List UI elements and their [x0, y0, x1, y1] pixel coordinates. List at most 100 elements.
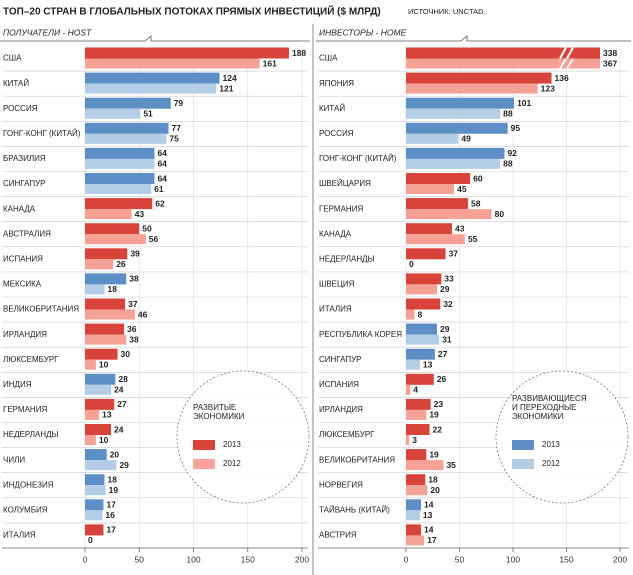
value-label: 45: [457, 184, 467, 194]
legend-title: И ПЕРЕХОДНЫЕ: [512, 403, 576, 412]
x-tick-label: 150: [241, 554, 255, 564]
bar: [85, 223, 140, 235]
value-label: 29: [440, 324, 450, 334]
bar: [85, 259, 114, 270]
value-label: 24: [114, 385, 124, 395]
value-label: 10: [99, 359, 109, 369]
bar: [406, 524, 421, 536]
bar: [85, 122, 169, 134]
bar: [406, 499, 421, 511]
bar: [406, 435, 410, 445]
bar: [406, 133, 459, 144]
bar: [85, 424, 112, 435]
x-tick-label: 50: [135, 554, 145, 564]
category-label: ВЕЛИКОБРИТАНИЯ: [3, 305, 79, 314]
value-label: 18: [108, 474, 118, 484]
value-label: 0: [409, 259, 414, 269]
bar: [85, 273, 127, 285]
value-label: 22: [433, 424, 443, 434]
category-label: КАНАДА: [3, 204, 36, 213]
value-label: 13: [102, 410, 112, 420]
category-label: США: [3, 54, 22, 63]
bar: [85, 359, 96, 370]
category-label: НОРВЕГИЯ: [319, 480, 363, 489]
value-label: 49: [461, 134, 471, 144]
x-tick-label: 100: [506, 554, 520, 564]
value-label: 64: [157, 148, 167, 158]
category-label: РЕСПУБЛИКА КОРЕЯ: [319, 330, 402, 339]
bar: [85, 373, 116, 385]
value-label: 19: [429, 449, 439, 459]
category-label: США: [319, 54, 338, 63]
bar: [85, 474, 105, 486]
value-label: 367: [603, 58, 617, 68]
legend-title: РАЗВИТЫЕ: [193, 403, 236, 412]
bar: [85, 334, 127, 345]
bar: [406, 424, 430, 435]
value-label: 3: [412, 435, 417, 445]
value-label: 18: [108, 284, 118, 294]
bar: [85, 173, 155, 184]
panel-title: ПОЛУЧАТЕЛИ - HOST: [3, 27, 92, 37]
value-label: 26: [116, 259, 126, 269]
value-label: 20: [110, 449, 120, 459]
legend-swatch: [512, 459, 534, 469]
legend-frame: [176, 370, 310, 504]
value-label: 8: [418, 309, 423, 319]
value-label: 10: [99, 435, 109, 445]
bar: [85, 58, 260, 69]
value-label: 43: [135, 209, 145, 219]
value-label: 92: [507, 148, 517, 158]
x-tick-label: 0: [404, 554, 409, 564]
bar: [85, 47, 289, 59]
value-label: 62: [155, 198, 165, 208]
bar: [406, 535, 425, 546]
value-label: 31: [442, 334, 452, 344]
value-label: 55: [468, 234, 478, 244]
category-label: СИНГАПУР: [319, 355, 362, 364]
bar: [85, 409, 100, 420]
bar: [406, 359, 420, 370]
panel-header-rule: [316, 35, 631, 42]
value-label: 14: [424, 500, 434, 510]
value-label: 37: [128, 299, 138, 309]
bar: [406, 198, 469, 210]
bar: [406, 474, 426, 486]
category-label: КОЛУМБИЯ: [3, 505, 48, 514]
value-label: 0: [88, 535, 93, 545]
category-label: БРАЗИЛИЯ: [3, 154, 46, 163]
value-label: 17: [106, 500, 116, 510]
value-label: 37: [449, 249, 459, 259]
value-label: 38: [129, 334, 139, 344]
value-label: 101: [517, 98, 531, 108]
legend-title: ЭКОНОМИКИ: [193, 412, 245, 421]
bar: [406, 409, 427, 420]
value-label: 123: [541, 83, 555, 93]
bar: [406, 298, 441, 310]
source-note: ИСТОЧНИК: UNCTAD.: [408, 7, 486, 16]
category-label: ИСПАНИЯ: [319, 380, 359, 389]
bar: [85, 524, 104, 536]
bar: [406, 373, 434, 385]
value-label: 33: [444, 274, 454, 284]
category-label: ШВЕЦИЯ: [319, 280, 355, 289]
value-label: 4: [413, 385, 418, 395]
legend-frame: [495, 370, 629, 504]
value-label: 36: [127, 324, 137, 334]
category-label: ВЕЛИКОБРИТАНИЯ: [319, 455, 395, 464]
category-label: АВСТРАЛИЯ: [3, 229, 51, 238]
bar: [406, 510, 420, 521]
category-label: ЯПОНИЯ: [319, 79, 354, 88]
bar: [85, 234, 146, 245]
value-label: 56: [149, 234, 159, 244]
bar: [85, 348, 118, 360]
bar: [85, 72, 220, 84]
bar: [406, 284, 438, 295]
legend-swatch: [193, 440, 215, 450]
bar: [406, 323, 438, 335]
bar: [85, 83, 217, 94]
value-label: 30: [121, 349, 131, 359]
category-label: ИНДИЯ: [3, 380, 32, 389]
bar: [85, 510, 103, 521]
category-label: ИРЛАНДИЯ: [3, 330, 47, 339]
